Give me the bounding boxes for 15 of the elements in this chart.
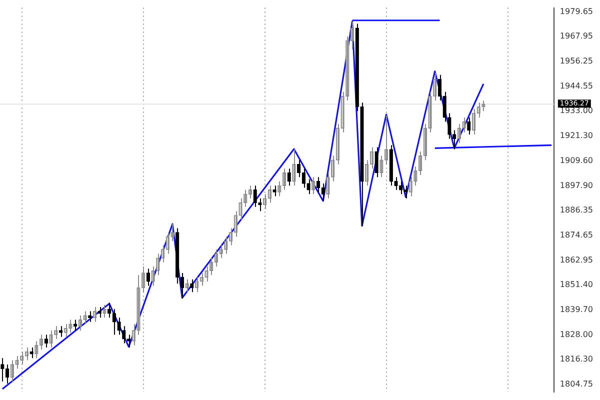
y-tick-label: 1851.40 [560, 280, 594, 289]
y-tick-label: 1862.95 [560, 255, 594, 264]
y-tick-label: 1944.55 [560, 82, 594, 91]
y-tick-label: 1804.75 [560, 379, 594, 388]
y-tick-label: 1967.95 [560, 32, 594, 41]
y-tick-label: 1886.35 [560, 206, 594, 215]
y-tick-label: 1839.70 [560, 304, 594, 314]
y-tick-label: 1816.30 [560, 354, 594, 364]
y-tick-label: 1979.65 [560, 6, 594, 16]
y-tick-label: 1897.90 [560, 180, 594, 190]
y-tick-label: 1956.25 [560, 56, 594, 66]
y-tick-label: 1828.00 [560, 330, 594, 339]
y-tick-label: 1909.60 [560, 156, 594, 165]
y-tick-label: 1921.30 [560, 131, 594, 140]
y-tick-label: 1874.65 [560, 230, 594, 240]
